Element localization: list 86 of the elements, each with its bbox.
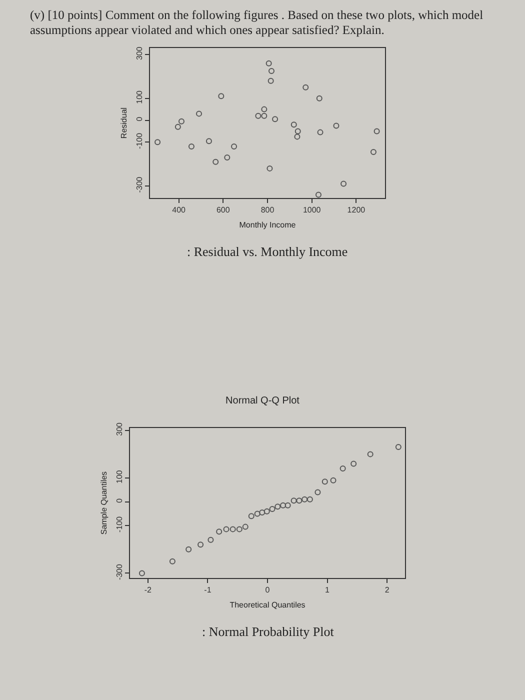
- point: [196, 110, 202, 117]
- point: [306, 496, 313, 502]
- point: [242, 524, 248, 530]
- x-tick-label: 800: [260, 206, 275, 215]
- chart-title: (v) [10 points] Comment on the following figures . Based on these two plots, which model assumptions appear violated and which ones appear satisfied? Explain.: [29, 7, 484, 38]
- y-tick-label: 0: [114, 498, 124, 503]
- x-tick-label: 600: [216, 206, 230, 215]
- point: [138, 570, 145, 576]
- point: [186, 546, 192, 552]
- point: [230, 526, 236, 532]
- point: [395, 444, 402, 450]
- chart-title: Normal Q-Q Plot: [226, 395, 300, 406]
- point: [274, 504, 281, 510]
- y-tick-label: -100: [114, 516, 124, 532]
- point: [206, 138, 212, 144]
- point: [294, 134, 300, 140]
- point: [340, 465, 346, 472]
- point: [280, 502, 286, 508]
- point: [154, 139, 161, 146]
- point: [248, 513, 254, 520]
- point: [254, 510, 260, 517]
- point: [224, 154, 230, 160]
- x-tick-label: -2: [144, 586, 152, 595]
- y-tick-label: 300: [114, 422, 124, 436]
- point: [223, 526, 230, 532]
- point: [218, 93, 224, 100]
- point: [259, 510, 266, 516]
- point: [316, 95, 322, 102]
- y-tick-label: 0: [134, 116, 144, 122]
- y-axis-title: Sample Quantiles: [100, 471, 108, 535]
- point: [169, 558, 176, 564]
- point: [208, 536, 214, 543]
- point: [264, 508, 270, 514]
- y-tick-label: 100: [114, 470, 124, 484]
- text: : Normal Probability Plot: [202, 624, 334, 639]
- point: [261, 106, 268, 112]
- y-axis-title: Residual: [120, 107, 128, 139]
- point: [178, 118, 184, 124]
- point: [314, 489, 321, 496]
- point: [231, 144, 238, 150]
- x-tick-label: -1: [204, 586, 212, 595]
- x-tick-label: 400: [172, 206, 186, 215]
- point: [367, 451, 374, 458]
- point: [272, 116, 278, 122]
- point: [284, 502, 291, 508]
- point: [261, 112, 268, 119]
- point: [340, 180, 347, 187]
- point: [333, 122, 340, 129]
- point: [322, 478, 328, 485]
- point: [317, 129, 324, 136]
- point: [350, 460, 357, 467]
- point: [212, 158, 219, 165]
- x-tick-label: 0: [265, 586, 270, 595]
- point: [268, 78, 274, 84]
- point: [374, 128, 380, 134]
- point: [290, 122, 297, 128]
- point: [174, 124, 181, 130]
- point: [269, 506, 276, 512]
- point: [198, 542, 204, 548]
- y-tick-label: -300: [134, 176, 144, 193]
- x-tick-label: 2: [384, 586, 390, 595]
- x-axis-title: Monthly Income: [239, 220, 296, 230]
- x-axis-title: Theoretical Quantiles: [230, 600, 306, 610]
- point: [255, 112, 262, 119]
- point: [294, 128, 301, 134]
- x-tick-label: 1: [325, 586, 330, 595]
- x-tick-label: 1000: [302, 206, 322, 215]
- x-tick-label: 1200: [347, 206, 366, 215]
- y-tick-label: 100: [134, 90, 144, 104]
- text: : Residual vs. Monthly Income: [187, 244, 348, 259]
- point: [266, 60, 272, 66]
- point: [236, 526, 242, 532]
- y-tick-label: -300: [114, 563, 124, 580]
- point: [302, 84, 309, 90]
- point: [315, 192, 322, 198]
- point: [370, 149, 376, 156]
- point: [330, 477, 336, 484]
- point: [296, 498, 302, 504]
- point: [216, 528, 222, 535]
- point: [268, 68, 274, 74]
- point: [290, 498, 297, 504]
- point: [302, 496, 308, 502]
- point: [266, 165, 273, 172]
- y-tick-label: 300: [134, 46, 144, 60]
- y-tick-label: -100: [134, 132, 144, 149]
- point: [188, 144, 194, 150]
